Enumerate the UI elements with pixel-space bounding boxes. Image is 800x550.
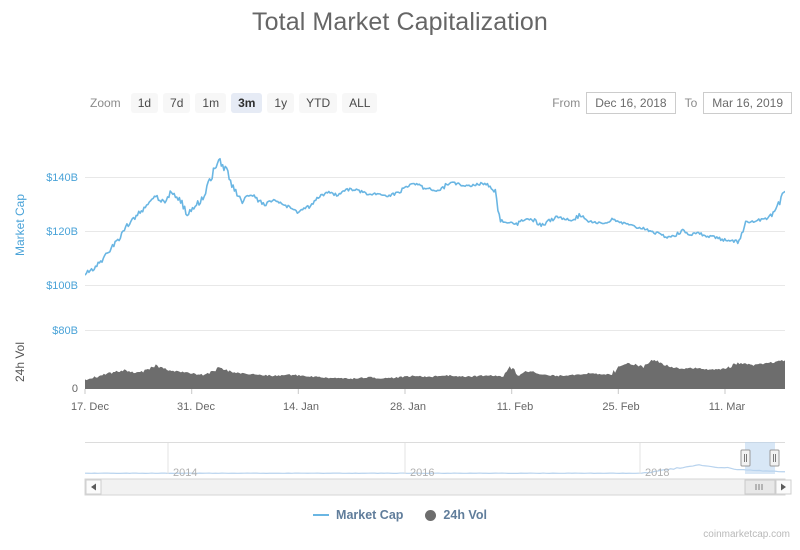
zoom-button-7d[interactable]: 7d: [163, 93, 191, 113]
market-cap-line-series[interactable]: [85, 157, 785, 276]
chart-legend: Market Cap 24h Vol: [0, 508, 800, 522]
date-range-inputs: From Dec 16, 2018 To Mar 16, 2019: [552, 92, 792, 114]
chevron-left-icon: [91, 483, 96, 491]
zoom-button-ytd[interactable]: YTD: [299, 93, 338, 113]
zoom-label: Zoom: [90, 96, 121, 110]
navigator-handle-right[interactable]: [769, 449, 780, 467]
volume-pane: $80B 0 24h Vol 17. Dec 31. Dec 14. Jan 2…: [13, 325, 785, 413]
ytick-100b: $100B: [46, 280, 78, 292]
scrollbar-grip-icon: [755, 484, 763, 490]
navigator-mini-series: [84, 464, 786, 474]
zoom-button-1d[interactable]: 1d: [130, 93, 159, 113]
scrollbar-track[interactable]: [84, 478, 786, 496]
ytick-zero: 0: [72, 383, 78, 395]
scrollbar-left-arrow-button[interactable]: [85, 479, 102, 495]
navigator-year-2014: 2014: [173, 467, 197, 479]
navigator-gridlines: [167, 443, 641, 474]
zoom-button-1m[interactable]: 1m: [195, 93, 227, 113]
navigator-handle-left[interactable]: [740, 449, 751, 467]
xtick-1: 31. Dec: [177, 401, 215, 413]
navigator[interactable]: 2014 2016 2018: [84, 442, 786, 479]
to-label: To: [684, 96, 698, 110]
navigator-year-2018: 2018: [645, 467, 669, 479]
legend-label-volume: 24h Vol: [443, 508, 487, 522]
volume-dot-swatch-icon: [425, 509, 437, 521]
xtick-0: 17. Dec: [71, 401, 109, 413]
to-date-input[interactable]: Mar 16, 2019: [703, 92, 792, 114]
navigator-scrollbar[interactable]: [84, 478, 792, 496]
xtick-5: 25. Feb: [602, 401, 639, 413]
volume-bar-series[interactable]: [85, 359, 785, 389]
legend-label-market-cap: Market Cap: [336, 508, 404, 522]
zoom-range-selector: Zoom 1d 7d 1m 3m 1y YTD ALL: [90, 92, 382, 114]
zoom-button-1y[interactable]: 1y: [267, 93, 295, 113]
market-cap-gridlines: [85, 177, 785, 286]
legend-item-volume[interactable]: 24h Vol: [425, 508, 487, 522]
scrollbar-thumb[interactable]: [744, 479, 776, 495]
market-cap-line-swatch-icon: [313, 514, 330, 516]
zoom-button-all[interactable]: ALL: [342, 93, 378, 113]
navigator-year-2016: 2016: [410, 467, 434, 479]
chevron-right-icon: [781, 483, 786, 491]
volume-axis-title: 24h Vol: [13, 342, 27, 382]
legend-item-market-cap[interactable]: Market Cap: [313, 508, 403, 522]
from-date-input[interactable]: Dec 16, 2018: [586, 92, 676, 114]
chart-canvas: $140B $120B $100B Market Cap $80B 0 24h …: [13, 157, 792, 496]
from-label: From: [552, 96, 581, 110]
ytick-80b: $80B: [52, 325, 78, 337]
x-axis-ticks: [84, 389, 726, 394]
xtick-3: 28. Jan: [390, 401, 426, 413]
zoom-button-3m[interactable]: 3m: [231, 93, 263, 113]
xtick-2: 14. Jan: [283, 401, 319, 413]
market-cap-pane: $140B $120B $100B Market Cap: [13, 157, 785, 292]
xtick-6: 11. Mar: [709, 401, 746, 413]
xtick-4: 11. Feb: [497, 401, 534, 413]
page-title: Total Market Capitalization: [252, 8, 548, 36]
x-axis-tick-labels: 17. Dec 31. Dec 14. Jan 28. Jan 11. Feb …: [71, 401, 746, 413]
ytick-120b: $120B: [46, 226, 78, 238]
market-cap-axis-title: Market Cap: [13, 194, 27, 256]
watermark: coinmarketcap.com: [703, 529, 790, 540]
scrollbar-right-arrow-button[interactable]: [775, 479, 792, 495]
ytick-140b: $140B: [46, 172, 78, 184]
